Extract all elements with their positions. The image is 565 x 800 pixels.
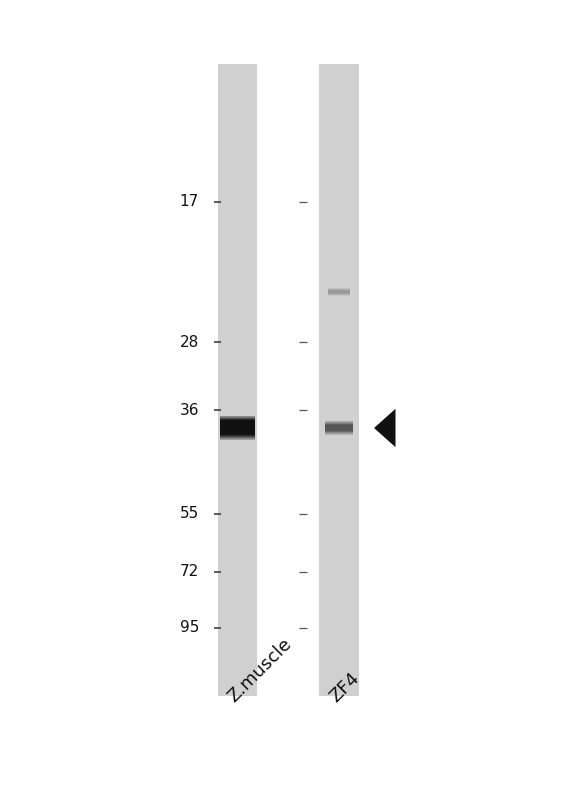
Text: ZF4: ZF4: [326, 669, 363, 706]
Text: 72: 72: [180, 565, 199, 579]
Bar: [220, 429, 255, 430]
Bar: [220, 423, 255, 424]
Bar: [220, 426, 255, 427]
Bar: [220, 434, 255, 435]
Text: 36: 36: [179, 403, 199, 418]
Bar: [220, 439, 255, 440]
Bar: [220, 418, 255, 419]
Bar: [220, 417, 255, 418]
Bar: [220, 436, 255, 437]
Text: 28: 28: [180, 335, 199, 350]
Text: 95: 95: [180, 621, 199, 635]
Bar: [220, 424, 255, 425]
Bar: [218, 64, 257, 696]
Bar: [220, 437, 255, 438]
Bar: [220, 433, 255, 434]
Bar: [220, 421, 255, 422]
Bar: [220, 431, 255, 432]
Bar: [319, 64, 359, 696]
Polygon shape: [374, 409, 396, 447]
Text: 17: 17: [180, 194, 199, 209]
Bar: [220, 428, 255, 429]
Text: Z.muscle: Z.muscle: [224, 634, 295, 706]
Bar: [220, 425, 255, 426]
Bar: [220, 420, 255, 421]
Text: 55: 55: [180, 506, 199, 521]
